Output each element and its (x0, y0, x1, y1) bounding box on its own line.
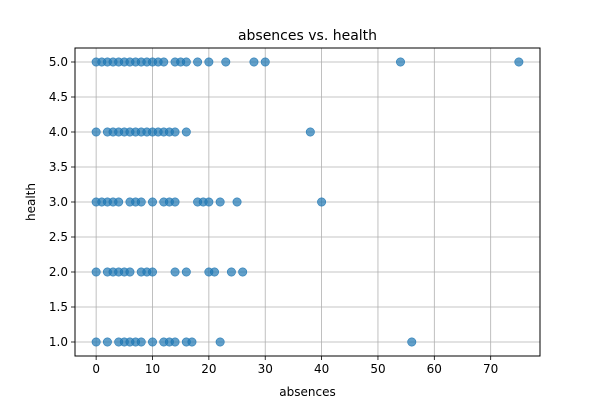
y-tick-label: 3.0 (49, 195, 68, 209)
y-tick-label: 4.0 (49, 125, 68, 139)
data-point (249, 57, 259, 67)
data-point (210, 267, 220, 277)
data-point (91, 127, 101, 137)
data-point (181, 127, 191, 137)
x-tick-label: 0 (92, 362, 100, 376)
data-point (91, 267, 101, 277)
x-axis-ticks: 0 10 20 30 40 50 60 70 (92, 356, 498, 376)
data-point (159, 57, 169, 67)
data-point (260, 57, 270, 67)
data-point (114, 197, 124, 207)
data-point (395, 57, 405, 67)
data-point (238, 267, 248, 277)
data-point (317, 197, 327, 207)
data-point (305, 127, 315, 137)
chart-title: absences vs. health (238, 28, 377, 44)
y-tick-label: 5.0 (49, 55, 68, 69)
data-point (170, 127, 180, 137)
y-tick-label: 4.5 (49, 90, 68, 104)
data-point (226, 267, 236, 277)
data-point (215, 337, 225, 347)
data-point (102, 337, 112, 347)
data-point (215, 197, 225, 207)
y-tick-label: 2.5 (49, 230, 68, 244)
x-axis-title: absences (279, 385, 335, 399)
data-point (181, 267, 191, 277)
x-tick-label: 70 (483, 362, 498, 376)
x-tick-label: 30 (258, 362, 273, 376)
data-point (204, 197, 214, 207)
y-axis-ticks: 1.0 1.5 2.0 2.5 3.0 3.5 4.0 4.5 5.0 (49, 55, 75, 349)
data-point (148, 337, 158, 347)
data-point (148, 197, 158, 207)
data-point (148, 267, 158, 277)
y-tick-label: 3.5 (49, 160, 68, 174)
data-point (136, 197, 146, 207)
x-tick-label: 50 (370, 362, 385, 376)
x-tick-label: 60 (427, 362, 442, 376)
data-point (91, 337, 101, 347)
y-axis-title: health (24, 183, 38, 221)
x-tick-label: 40 (314, 362, 329, 376)
data-point (187, 337, 197, 347)
data-point (221, 57, 231, 67)
data-point (204, 57, 214, 67)
y-tick-label: 1.0 (49, 335, 68, 349)
data-point (193, 57, 203, 67)
data-point (170, 197, 180, 207)
y-tick-label: 2.0 (49, 265, 68, 279)
data-point (136, 337, 146, 347)
data-points (91, 57, 524, 347)
data-point (232, 197, 242, 207)
y-tick-label: 1.5 (49, 300, 68, 314)
data-point (125, 267, 135, 277)
x-tick-label: 20 (201, 362, 216, 376)
data-point (407, 337, 417, 347)
data-point (514, 57, 524, 67)
data-point (170, 267, 180, 277)
x-tick-label: 10 (145, 362, 160, 376)
data-point (170, 337, 180, 347)
data-point (181, 57, 191, 67)
